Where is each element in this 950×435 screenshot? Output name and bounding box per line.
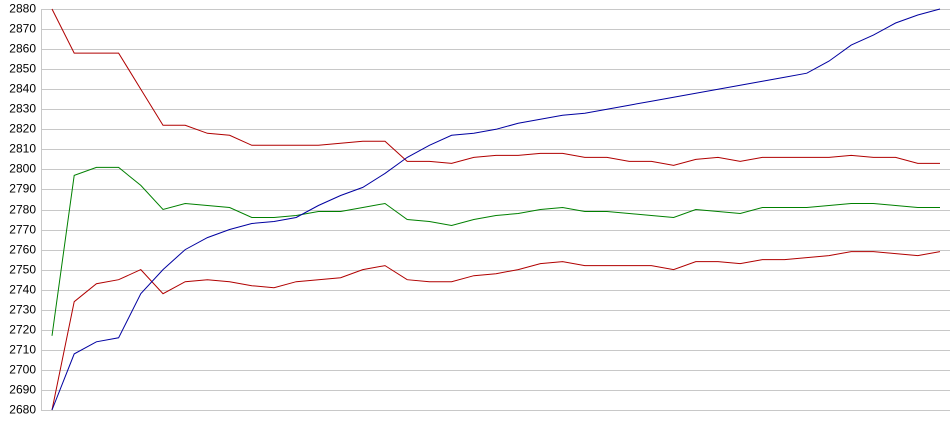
y-tick-label: 2840 <box>9 82 36 96</box>
y-tick-label: 2790 <box>9 182 36 196</box>
series-line <box>51 8 941 411</box>
y-tick-label: 2720 <box>9 323 36 337</box>
y-tick-label: 2880 <box>9 2 36 16</box>
y-tick-label: 2810 <box>9 142 36 156</box>
y-tick-label: 2700 <box>9 363 36 377</box>
y-tick-label: 2870 <box>9 22 36 36</box>
y-tick-label: 2820 <box>9 122 36 136</box>
y-tick-label: 2750 <box>9 263 36 277</box>
y-tick-label: 2730 <box>9 303 36 317</box>
y-tick-label: 2850 <box>9 62 36 76</box>
y-tick-label: 2690 <box>9 383 36 397</box>
y-tick-label: 2830 <box>9 102 36 116</box>
y-tick-label: 2760 <box>9 243 36 257</box>
series-line <box>51 166 940 336</box>
y-tick-label: 2770 <box>9 223 36 237</box>
y-tick-label: 2780 <box>9 203 36 217</box>
series-line <box>51 8 940 166</box>
y-tick-label: 2860 <box>9 42 36 56</box>
series-line <box>51 251 941 411</box>
y-tick-label: 2710 <box>9 343 36 357</box>
y-tick-label: 2740 <box>9 283 36 297</box>
y-tick-label: 2800 <box>9 162 36 176</box>
y-tick-label: 2680 <box>9 403 36 417</box>
